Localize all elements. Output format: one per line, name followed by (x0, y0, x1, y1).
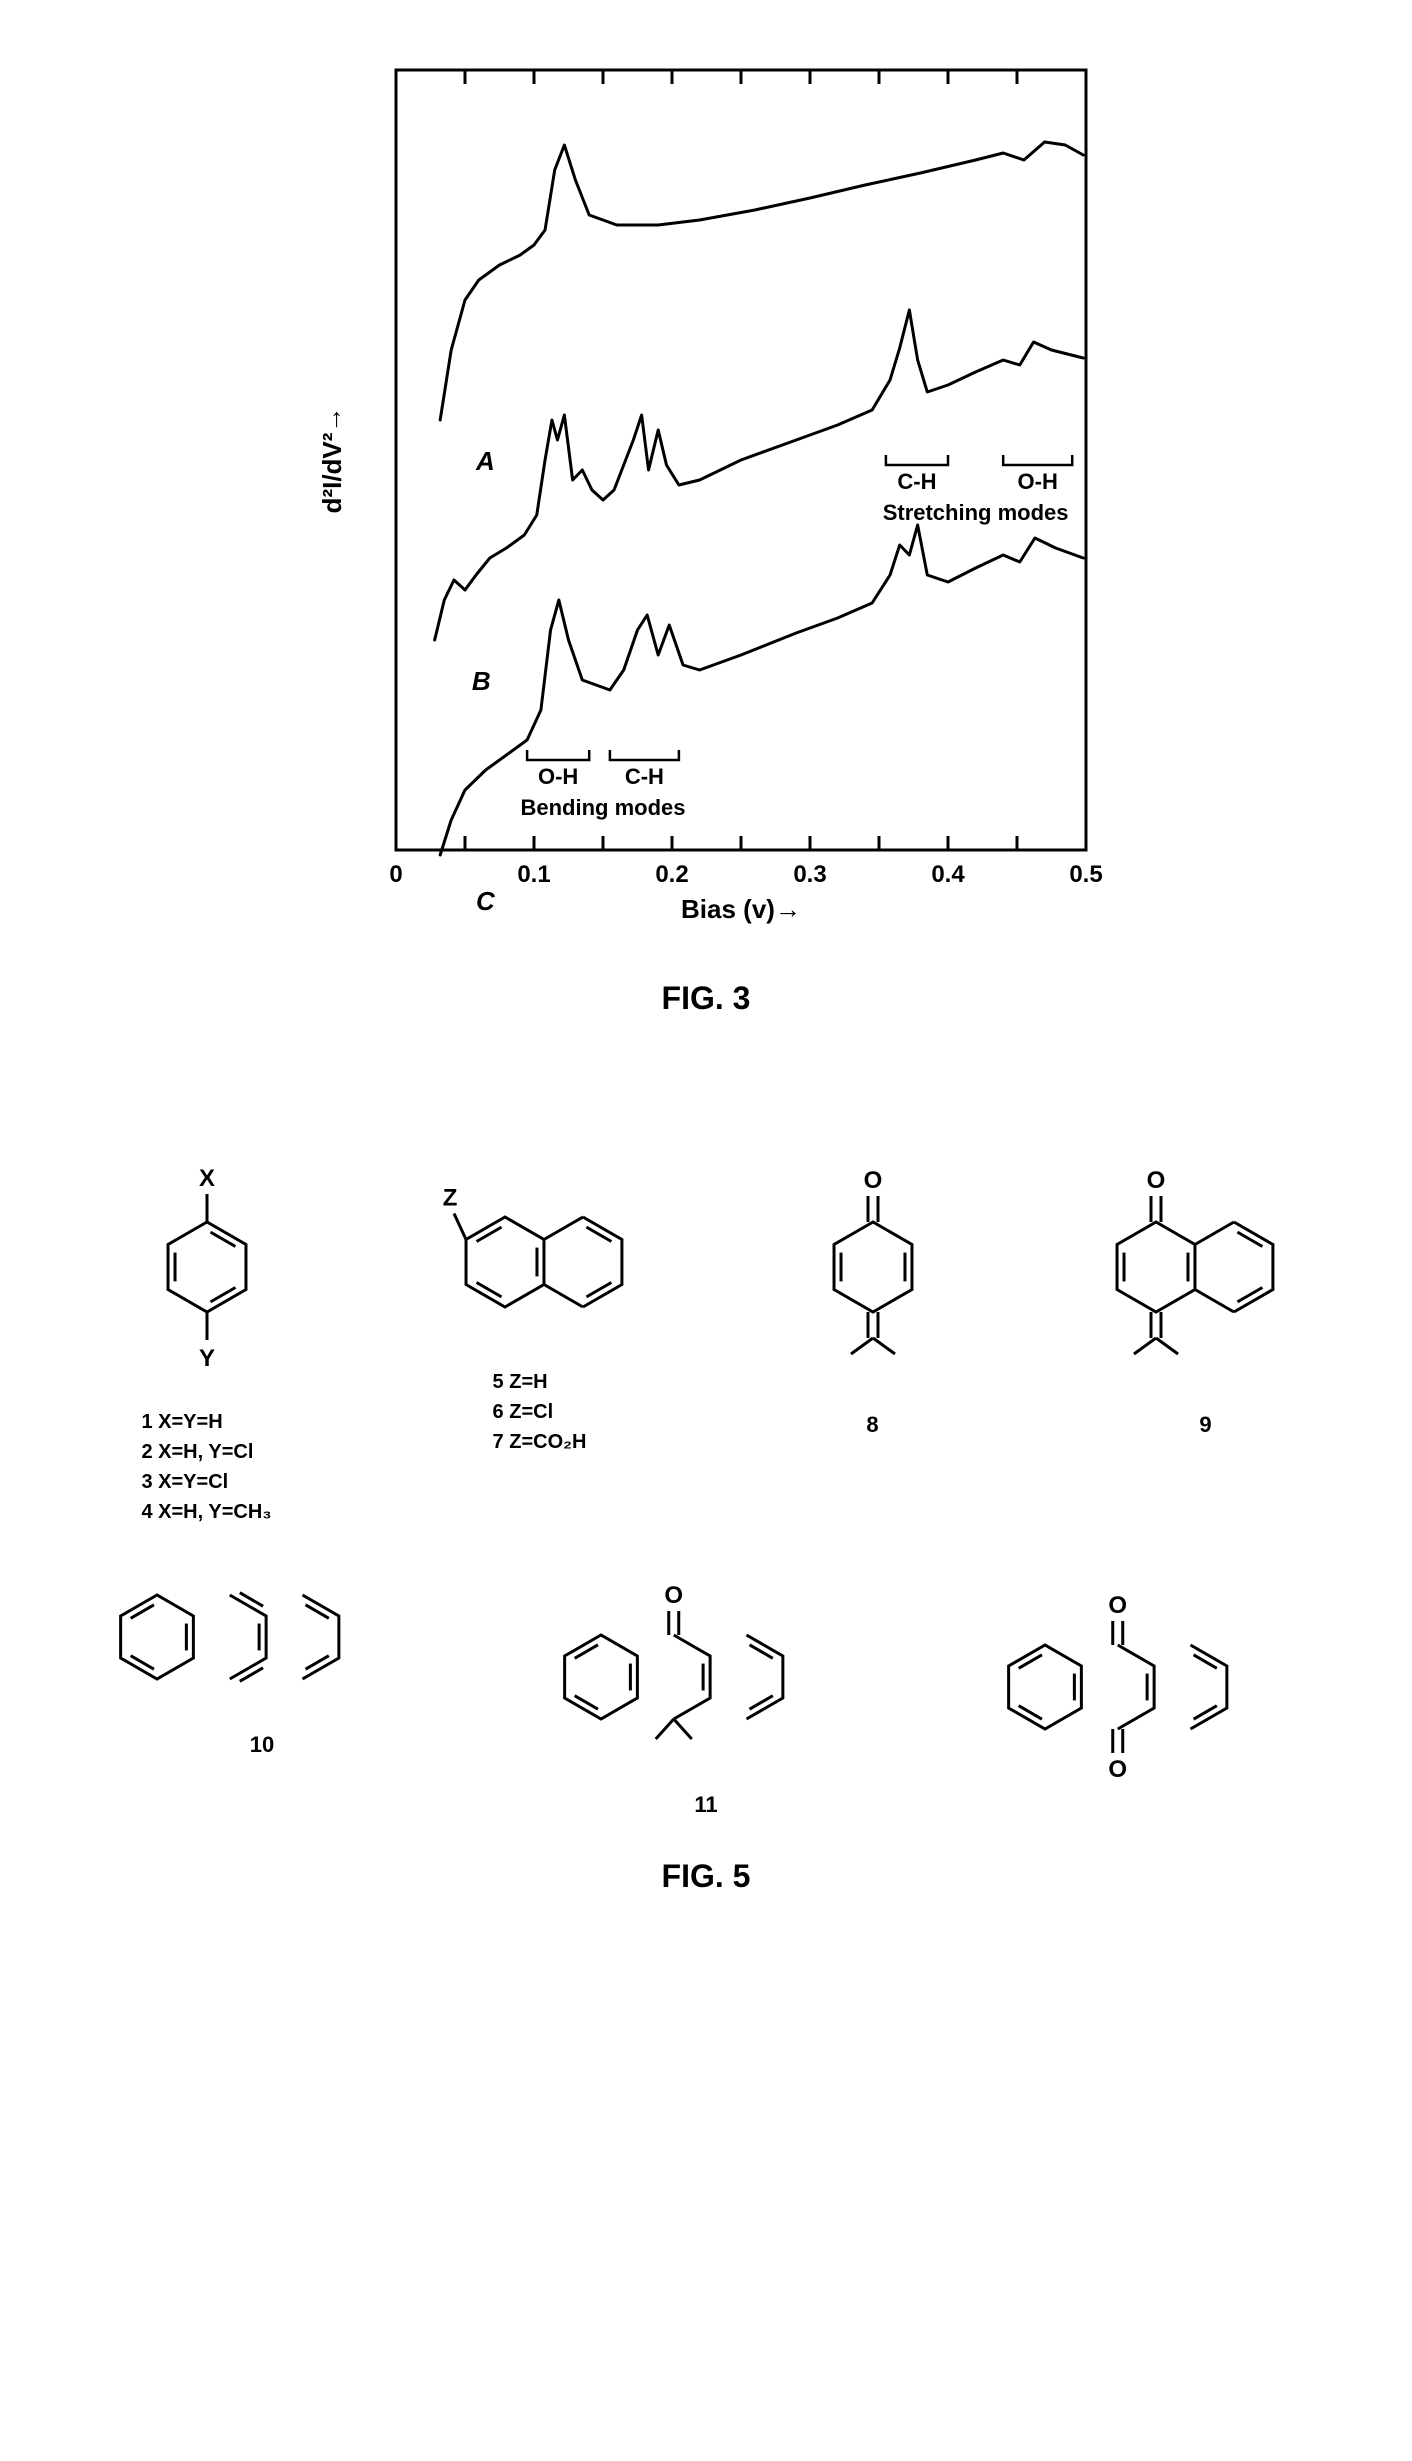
svg-text:O-H: O-H (538, 764, 578, 789)
svg-text:B: B (472, 666, 491, 696)
molecule-def: 7 Z=CO₂H (493, 1427, 587, 1457)
fig5-container: XY1 X=Y=H2 X=H, Y=Cl3 X=Y=Cl4 X=H, Y=CH₃… (40, 1137, 1372, 1895)
svg-text:0.5: 0.5 (1069, 861, 1102, 888)
fig5-row1: XY1 X=Y=H2 X=H, Y=Cl3 X=Y=Cl4 X=H, Y=CH₃… (40, 1137, 1372, 1527)
molecule-anthraquinone: OO (928, 1557, 1372, 1817)
molecule-structure: O (526, 1557, 886, 1777)
svg-text:O: O (1146, 1167, 1165, 1194)
fig5-row2: 10O11OO (40, 1557, 1372, 1818)
svg-text:O: O (1108, 1592, 1127, 1619)
molecule-def: 2 X=H, Y=Cl (141, 1437, 271, 1467)
svg-text:Bias (v)→: Bias (v)→ (681, 894, 801, 924)
svg-text:O: O (664, 1582, 683, 1609)
molecule-number: 11 (694, 1792, 717, 1818)
fig3-caption: FIG. 3 (296, 980, 1116, 1017)
molecule-number: 10 (250, 1732, 274, 1758)
molecule-structure: O (783, 1137, 963, 1397)
molecule-8: O8 (706, 1137, 1039, 1438)
svg-text:X: X (198, 1165, 214, 1192)
fig5-caption: FIG. 5 (40, 1858, 1372, 1895)
svg-text:Z: Z (442, 1185, 457, 1212)
svg-text:O: O (863, 1167, 882, 1194)
molecule-naphthalene-1sub: Z 5 Z=H6 Z=Cl7 Z=CO₂H (373, 1137, 706, 1457)
molecule-10: 10 (40, 1557, 484, 1758)
molecule-def-list: 1 X=Y=H2 X=H, Y=Cl3 X=Y=Cl4 X=H, Y=CH₃ (141, 1407, 271, 1527)
molecule-def: 6 Z=Cl (493, 1397, 587, 1427)
svg-text:A: A (475, 446, 495, 476)
molecule-para-benzene: XY1 X=Y=H2 X=H, Y=Cl3 X=Y=Cl4 X=H, Y=CH₃ (40, 1137, 373, 1527)
molecule-structure: XY (127, 1137, 287, 1397)
svg-text:0.4: 0.4 (931, 861, 965, 888)
molecule-def: 5 Z=H (493, 1367, 587, 1397)
svg-text:d²I/dV²→: d²I/dV²→ (317, 407, 347, 514)
molecule-def: 1 X=Y=H (141, 1407, 271, 1437)
molecule-number: 9 (1199, 1412, 1211, 1438)
svg-text:Stretching modes: Stretching modes (883, 500, 1069, 525)
svg-text:Y: Y (198, 1345, 214, 1372)
molecule-def-list: 5 Z=H6 Z=Cl7 Z=CO₂H (493, 1367, 587, 1457)
svg-text:0: 0 (389, 861, 402, 888)
fig3-container: 0 0.1 0.2 0.3 0.4 0.5 Bias (v)→ d²I/dV²→ A B C O-H C… (296, 40, 1116, 1017)
molecule-number: 8 (866, 1412, 878, 1438)
svg-text:C-H: C-H (625, 764, 664, 789)
fig3-chart: 0 0.1 0.2 0.3 0.4 0.5 Bias (v)→ d²I/dV²→ A B C O-H C… (296, 40, 1116, 940)
molecule-structure (82, 1557, 442, 1717)
molecule-def: 4 X=H, Y=CH₃ (141, 1497, 271, 1527)
svg-text:Bending modes: Bending modes (520, 795, 685, 820)
molecule-structure: O (1056, 1137, 1356, 1397)
svg-text:0.1: 0.1 (517, 861, 550, 888)
molecule-structure: OO (970, 1557, 1330, 1817)
molecule-structure: Z (410, 1137, 670, 1357)
molecule-11: O 11 (484, 1557, 928, 1818)
svg-text:C-H: C-H (897, 469, 936, 494)
molecule-9: O9 (1039, 1137, 1372, 1438)
svg-text:0.2: 0.2 (655, 861, 688, 888)
svg-text:O: O (1108, 1756, 1127, 1783)
svg-text:O-H: O-H (1018, 469, 1058, 494)
svg-text:0.3: 0.3 (793, 861, 826, 888)
svg-text:C: C (476, 886, 496, 916)
molecule-def: 3 X=Y=Cl (141, 1467, 271, 1497)
